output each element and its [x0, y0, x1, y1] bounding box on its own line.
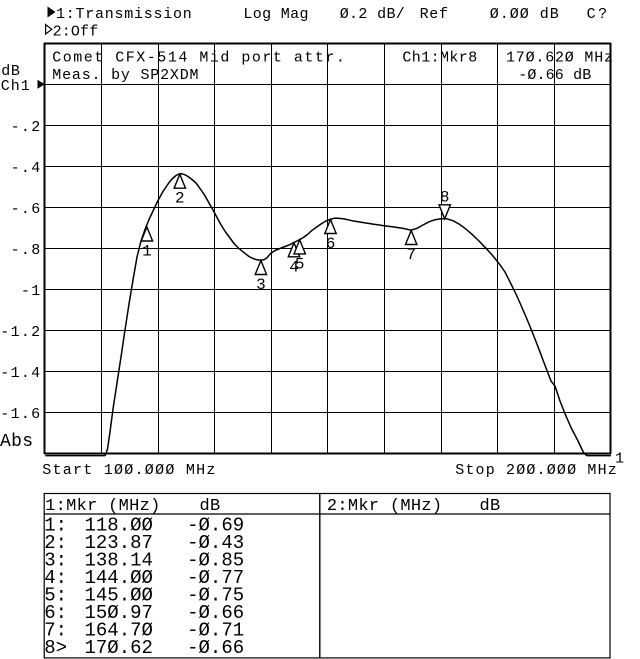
svg-text:145.ØØ -Ø.75: 145.ØØ -Ø.75: [85, 584, 245, 606]
svg-text:3: 3: [256, 276, 266, 294]
svg-text:Ref: Ref: [420, 6, 449, 23]
svg-text:-.2: -.2: [11, 119, 42, 136]
svg-text:-.8: -.8: [11, 242, 42, 259]
svg-text:6:: 6:: [44, 602, 67, 624]
svg-text:-.4: -.4: [11, 160, 42, 177]
svg-text:Ø.2 dB/: Ø.2 dB/: [340, 6, 405, 23]
svg-text:138.14 -Ø.85: 138.14 -Ø.85: [85, 549, 245, 571]
svg-text:2: 2: [175, 190, 185, 208]
svg-text:Start 1ØØ.ØØØ MHz: Start 1ØØ.ØØØ MHz: [42, 462, 216, 479]
svg-text:17Ø.62Ø MHz: 17Ø.62Ø MHz: [506, 49, 614, 66]
svg-text:Meas. by SP2XDM: Meas. by SP2XDM: [52, 67, 199, 84]
svg-text:2:Mkr (MHz): 2:Mkr (MHz): [327, 497, 443, 516]
svg-text:1:Transmission: 1:Transmission: [56, 6, 193, 23]
svg-text:7:: 7:: [44, 619, 67, 641]
svg-text:5: 5: [295, 255, 305, 273]
svg-text:6: 6: [326, 235, 336, 253]
svg-text:164.7Ø -Ø.71: 164.7Ø -Ø.71: [85, 619, 245, 641]
svg-text:dB: dB: [1, 63, 20, 80]
svg-text:Ch1:Mkr8: Ch1:Mkr8: [402, 49, 477, 66]
svg-text:1: 1: [615, 451, 624, 468]
svg-text:123.87 -Ø.43: 123.87 -Ø.43: [85, 532, 245, 554]
svg-text:dB: dB: [200, 497, 221, 516]
svg-text:-1.4: -1.4: [0, 365, 41, 382]
svg-text:5:: 5:: [44, 584, 67, 606]
svg-text:1: 1: [142, 243, 152, 261]
svg-text:15Ø.97 -Ø.66: 15Ø.97 -Ø.66: [85, 602, 245, 624]
svg-text:144.ØØ -Ø.77: 144.ØØ -Ø.77: [85, 567, 245, 589]
svg-text:118.ØØ -Ø.69: 118.ØØ -Ø.69: [85, 514, 245, 536]
svg-text:Ch1: Ch1: [1, 78, 31, 95]
svg-text:dB: dB: [480, 497, 501, 516]
svg-text:4: 4: [289, 258, 299, 276]
svg-text:Ø.ØØ dB: Ø.ØØ dB: [490, 6, 560, 23]
svg-text:7: 7: [406, 246, 416, 264]
svg-text:2:: 2:: [44, 532, 67, 554]
svg-text:1:: 1:: [44, 514, 67, 536]
svg-text:C?: C?: [587, 6, 610, 23]
svg-text:-Ø.66 dB: -Ø.66 dB: [518, 67, 591, 84]
svg-text:-1.6: -1.6: [0, 406, 41, 423]
svg-text:3:: 3:: [44, 549, 67, 571]
svg-text:Comet CFX-514 Mid port attr.: Comet CFX-514 Mid port attr.: [52, 49, 346, 66]
svg-text:4:: 4:: [44, 567, 67, 589]
svg-text:Abs: Abs: [0, 432, 33, 452]
svg-text:-.6: -.6: [11, 201, 42, 218]
svg-text:-1: -1: [21, 283, 42, 300]
svg-text:-1.2: -1.2: [0, 324, 41, 341]
svg-text:17Ø.62 -Ø.66: 17Ø.62 -Ø.66: [85, 637, 245, 659]
svg-text:1:Mkr (MHz): 1:Mkr (MHz): [45, 497, 161, 516]
svg-text:2:Off: 2:Off: [53, 23, 99, 40]
svg-text:8: 8: [440, 188, 450, 206]
svg-text:Stop 2ØØ.ØØØ MHz: Stop 2ØØ.ØØØ MHz: [455, 462, 618, 479]
svg-text:8>: 8>: [44, 637, 67, 659]
svg-text:Log Mag: Log Mag: [243, 6, 308, 23]
